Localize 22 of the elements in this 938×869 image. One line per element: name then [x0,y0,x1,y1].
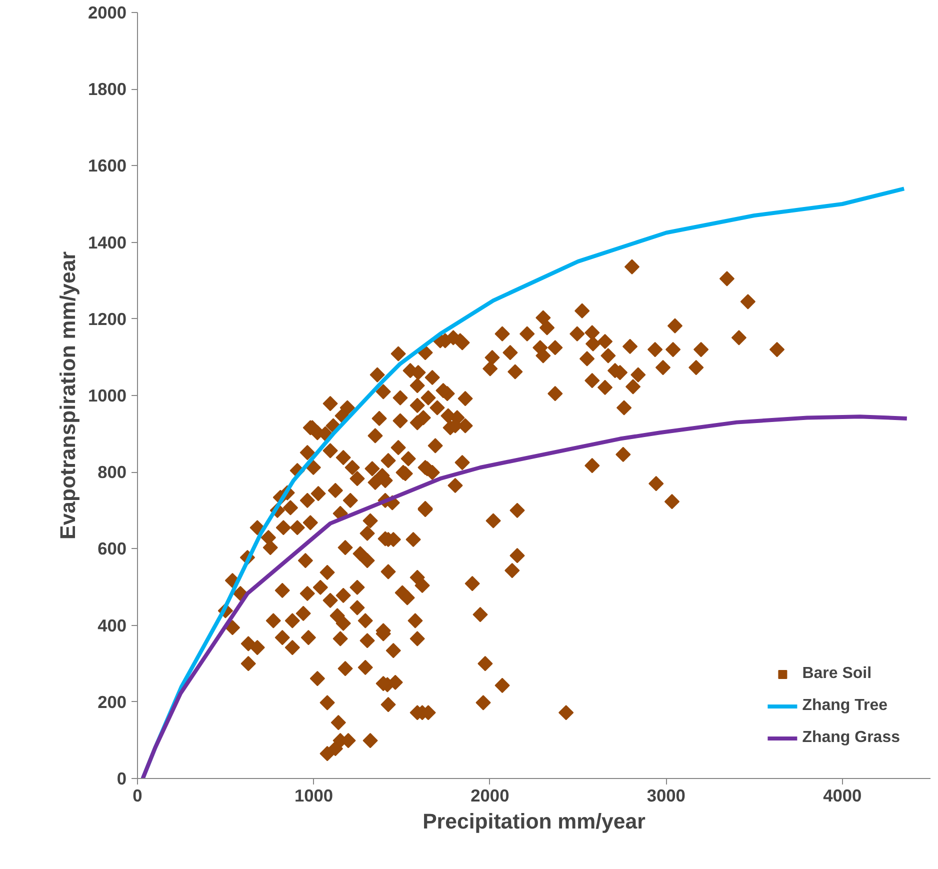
y-tick-label: 1200 [88,308,127,329]
y-tick-label: 2000 [88,2,127,22]
y-tick-label: 400 [98,615,127,636]
x-tick-label: 0 [132,786,142,806]
x-tick-label: 2000 [470,786,510,806]
y-axis-title: Evapotranspiration mm/year [56,251,80,540]
x-tick-label: 3000 [646,786,686,806]
y-tick-label: 1400 [88,232,127,252]
legend-label: Bare Soil [802,665,872,683]
y-tick-label: 1000 [88,386,127,406]
legend-label: Zhang Tree [802,697,888,715]
line-series [140,414,909,778]
y-tick-label: 0 [116,768,127,788]
x-axis-title: Precipitation mm/year [422,810,646,834]
y-tick-label: 600 [98,538,127,559]
y-tick-label: 1800 [88,79,127,100]
x-tick-label: 1000 [294,786,334,806]
y-tick-label: 800 [98,462,127,482]
y-tick-label: 200 [98,692,127,712]
x-tick-label: 4000 [823,786,862,806]
y-tick-label: 1600 [88,156,127,176]
legend-label: Zhang Grass [802,729,900,747]
